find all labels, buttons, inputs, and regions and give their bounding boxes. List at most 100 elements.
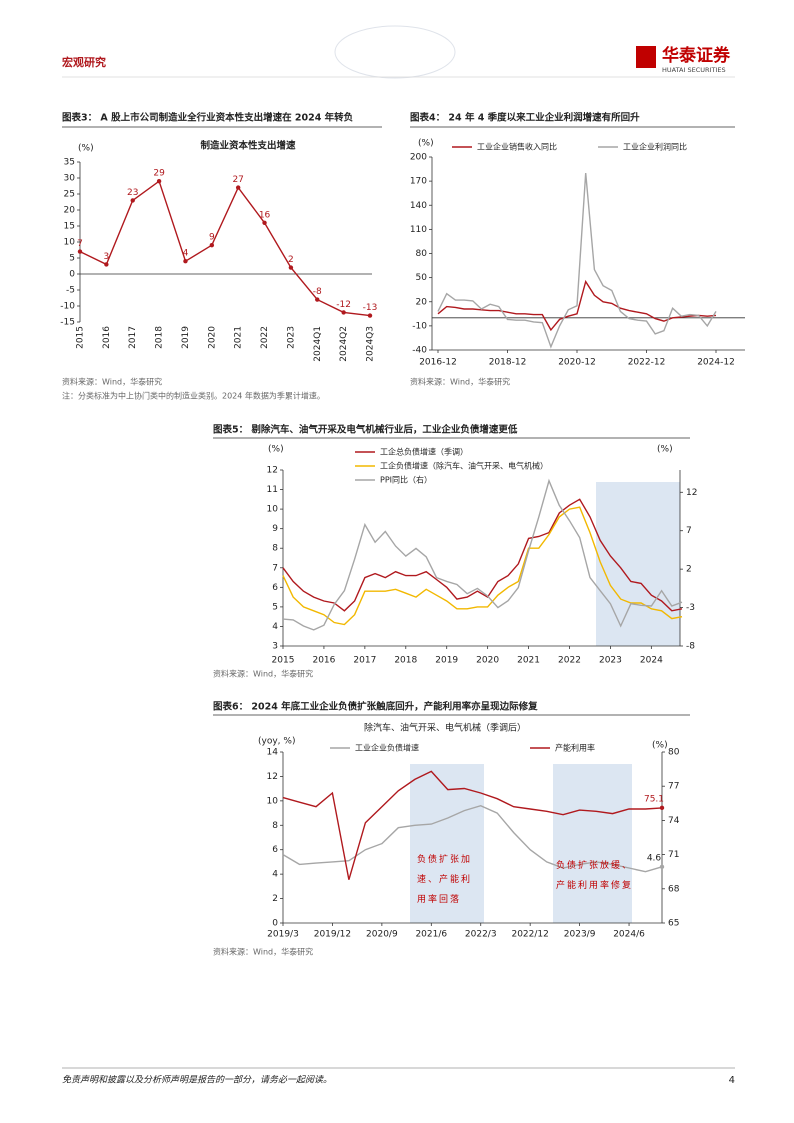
series-line (282, 498, 683, 612)
legend-label: 产能利用率 (555, 743, 595, 753)
logo-icon (636, 46, 656, 68)
point-marker (235, 185, 241, 190)
x-tick-label: 2016 (102, 326, 112, 349)
x-tick-label: 2021 (517, 656, 540, 666)
y-tick-label: 5 (69, 254, 75, 264)
point-marker (104, 262, 109, 267)
point-marker (659, 805, 665, 811)
y-tick-label: -10 (60, 302, 75, 312)
y2-tick-label: 74 (668, 816, 680, 826)
x-tick-label: 2021 (234, 326, 244, 349)
y2-tick-label: -3 (686, 603, 695, 613)
data-label: -13 (363, 303, 378, 313)
point-marker (315, 297, 320, 302)
y-tick-label: 15 (64, 222, 75, 232)
annotation: 负债扩张加速、产能利用率回落 (417, 855, 473, 905)
series-line (282, 506, 683, 626)
y-tick-label: 170 (410, 177, 427, 187)
point-marker (156, 179, 162, 184)
y-tick-label: 35 (64, 158, 75, 168)
x-tick-label: 2019 (181, 326, 191, 349)
y2-tick-label: 80 (668, 748, 680, 758)
y-tick-label: 6 (272, 583, 278, 593)
x-tick-label: 2019 (435, 656, 458, 666)
x-tick-label: 2024Q1 (313, 326, 323, 362)
y-tick-label: -15 (60, 318, 75, 328)
point-marker (341, 310, 346, 315)
x-tick-label: 2015 (76, 326, 86, 349)
figure-title: 图表4： 24 年 4 季度以来工业企业利润增速有所回升 (410, 112, 640, 124)
data-label: 75.1 (644, 794, 664, 804)
y-tick-label: 4 (272, 622, 278, 632)
y2-unit: (%) (652, 741, 668, 751)
annotation: 负债扩张放缓、产能利用率修复 (556, 861, 634, 891)
source: 资料来源：Wind，华泰研究 (62, 377, 162, 387)
x-tick-label: 2016 (312, 656, 335, 666)
data-label: 2 (288, 255, 294, 265)
data-label: 23 (127, 188, 138, 198)
x-tick-label: 2019/12 (314, 930, 351, 940)
data-label: -12 (336, 300, 351, 310)
source: 资料来源：Wind，华泰研究 (213, 947, 313, 957)
y-tick-label: 12 (267, 466, 278, 476)
y-tick-label: 4 (272, 870, 278, 880)
series-line (437, 173, 717, 349)
figure-title: 图表3： A 股上市公司制造业全行业资本性支出增速在 2024 年转负 (62, 112, 354, 124)
y-tick-label: 11 (267, 485, 278, 495)
point-marker (209, 243, 215, 248)
point-marker (367, 313, 373, 318)
x-tick-label: 2022 (558, 656, 581, 666)
x-tick-label: 2022-12 (628, 358, 666, 368)
y-unit: (%) (268, 445, 284, 455)
legend-label: PPI同比（右） (380, 475, 432, 485)
x-tick-label: 2024-12 (697, 358, 735, 368)
x-tick-label: 2023/9 (564, 930, 596, 940)
point-marker (288, 265, 294, 270)
y-tick-label: 6 (272, 845, 278, 855)
brand: 华泰证券 (662, 45, 731, 66)
y-tick-label: 0 (69, 270, 75, 280)
y2-tick-label: -8 (686, 642, 695, 652)
y-tick-label: 20 (416, 297, 428, 307)
y2-tick-label: 65 (668, 919, 679, 929)
legend-label: 工业企业销售收入同比 (477, 142, 557, 152)
shaded-period (596, 482, 680, 646)
y-unit: (yoy, %) (258, 737, 295, 747)
legend-label: 工企负债增速（除汽车、油气开采、电气机械） (380, 461, 548, 471)
x-tick-label: 2018 (394, 656, 417, 666)
point-marker (130, 198, 135, 203)
x-tick-label: 2017 (353, 656, 376, 666)
y-tick-label: 80 (416, 249, 428, 259)
y2-tick-label: 77 (668, 782, 679, 792)
y-tick-label: 10 (267, 796, 279, 806)
y2-tick-label: 12 (686, 488, 697, 498)
page-number: 4 (729, 1075, 735, 1086)
y-tick-label: 10 (267, 505, 279, 515)
x-tick-label: 2019/3 (267, 930, 299, 940)
x-tick-label: 2024 (640, 656, 663, 666)
x-tick-label: 2020 (476, 656, 499, 666)
y-tick-label: 10 (64, 238, 76, 248)
data-label: 9 (209, 233, 215, 243)
series-line (282, 478, 683, 631)
x-tick-label: 2020/9 (366, 930, 398, 940)
chart-title: 制造业资本性支出增速 (200, 140, 296, 152)
legend-label: 工业企业负债增速 (355, 743, 419, 753)
y-tick-label: 30 (64, 174, 76, 184)
legend-label: 工企总负债增速（季调） (380, 447, 468, 457)
x-tick-label: 2015 (272, 656, 295, 666)
data-label: 27 (232, 175, 243, 185)
y-tick-label: 0 (272, 919, 278, 929)
header-decoration (334, 25, 456, 79)
data-label: 4.6 (647, 853, 662, 863)
y-tick-label: 50 (416, 273, 428, 283)
data-label: 4 (183, 249, 189, 259)
series-line (437, 279, 717, 332)
data-label: 7 (77, 239, 83, 249)
y-tick-label: -5 (66, 286, 75, 296)
y-tick-label: 5 (272, 602, 278, 612)
y-tick-label: 3 (272, 642, 278, 652)
shaded-period (553, 764, 632, 923)
section: 宏观研究 (62, 55, 106, 69)
